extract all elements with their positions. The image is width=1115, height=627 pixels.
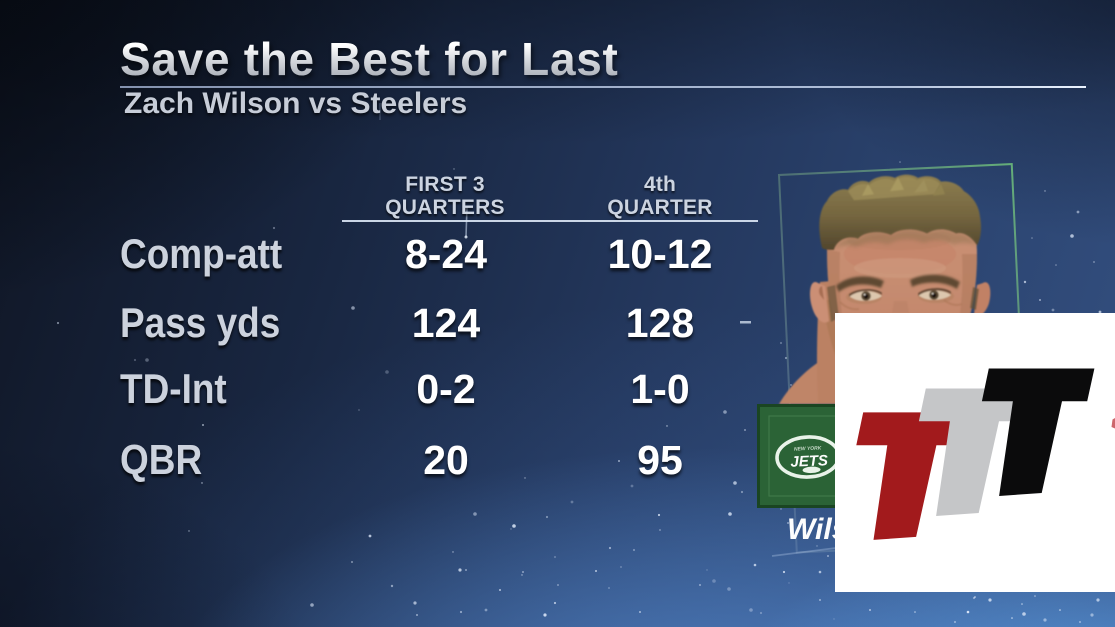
svg-text:JETS: JETS [790, 452, 828, 471]
svg-text:NEW YORK: NEW YORK [794, 445, 822, 452]
